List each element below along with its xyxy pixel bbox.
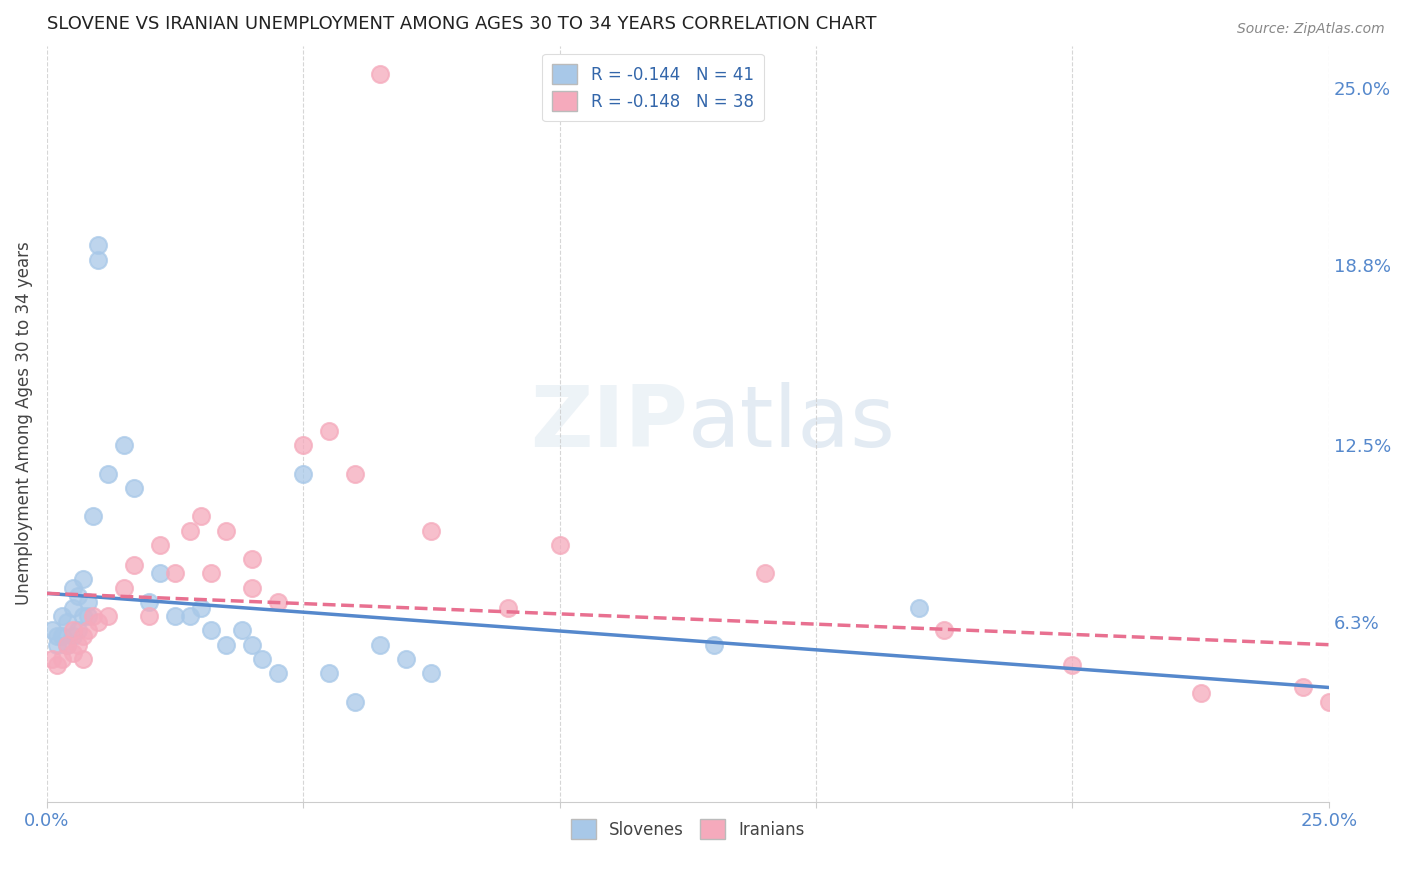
Point — [240, 581, 263, 595]
Point — [215, 638, 238, 652]
Point — [66, 624, 89, 638]
Point — [112, 438, 135, 452]
Point — [66, 589, 89, 603]
Point — [138, 609, 160, 624]
Point — [62, 581, 84, 595]
Point — [1317, 695, 1340, 709]
Point — [56, 638, 79, 652]
Point — [97, 467, 120, 481]
Point — [77, 595, 100, 609]
Point — [51, 609, 73, 624]
Point — [72, 609, 94, 624]
Point — [702, 638, 724, 652]
Point — [112, 581, 135, 595]
Point — [934, 624, 956, 638]
Point — [72, 652, 94, 666]
Point — [179, 524, 201, 538]
Text: ZIP: ZIP — [530, 382, 688, 465]
Point — [51, 629, 73, 643]
Point — [138, 595, 160, 609]
Point — [240, 638, 263, 652]
Point — [343, 467, 366, 481]
Point — [122, 481, 145, 495]
Point — [252, 652, 274, 666]
Point — [240, 552, 263, 566]
Point — [1292, 681, 1315, 695]
Point — [87, 252, 110, 267]
Point — [122, 558, 145, 572]
Point — [318, 666, 340, 681]
Point — [165, 609, 187, 624]
Point — [548, 538, 571, 552]
Point — [420, 524, 443, 538]
Point — [77, 609, 100, 624]
Point — [1062, 657, 1084, 672]
Point — [77, 624, 100, 638]
Point — [82, 609, 104, 624]
Point — [56, 638, 79, 652]
Point — [190, 509, 212, 524]
Point — [215, 524, 238, 538]
Point — [46, 638, 69, 652]
Point — [266, 595, 288, 609]
Text: atlas: atlas — [688, 382, 896, 465]
Point — [149, 538, 172, 552]
Point — [395, 652, 418, 666]
Point — [41, 624, 63, 638]
Point — [498, 600, 520, 615]
Point — [87, 615, 110, 629]
Point — [368, 67, 391, 81]
Point — [1189, 686, 1212, 700]
Point — [51, 652, 73, 666]
Text: Source: ZipAtlas.com: Source: ZipAtlas.com — [1237, 22, 1385, 37]
Point — [292, 467, 315, 481]
Point — [62, 624, 84, 638]
Point — [754, 566, 776, 581]
Point — [165, 566, 187, 581]
Point — [907, 600, 929, 615]
Point — [62, 629, 84, 643]
Point — [368, 638, 391, 652]
Point — [200, 624, 222, 638]
Text: SLOVENE VS IRANIAN UNEMPLOYMENT AMONG AGES 30 TO 34 YEARS CORRELATION CHART: SLOVENE VS IRANIAN UNEMPLOYMENT AMONG AG… — [46, 15, 876, 33]
Point — [72, 572, 94, 586]
Point — [318, 424, 340, 438]
Point — [56, 615, 79, 629]
Point — [292, 438, 315, 452]
Point — [266, 666, 288, 681]
Point — [97, 609, 120, 624]
Point — [190, 600, 212, 615]
Point — [41, 652, 63, 666]
Point — [46, 629, 69, 643]
Point — [343, 695, 366, 709]
Point — [62, 600, 84, 615]
Point — [149, 566, 172, 581]
Point — [179, 609, 201, 624]
Point — [62, 646, 84, 660]
Point — [82, 509, 104, 524]
Point — [420, 666, 443, 681]
Point — [46, 657, 69, 672]
Point — [66, 638, 89, 652]
Point — [231, 624, 253, 638]
Point — [87, 238, 110, 252]
Point — [200, 566, 222, 581]
Point — [72, 629, 94, 643]
Y-axis label: Unemployment Among Ages 30 to 34 years: Unemployment Among Ages 30 to 34 years — [15, 242, 32, 606]
Legend: Slovenes, Iranians: Slovenes, Iranians — [564, 813, 811, 847]
